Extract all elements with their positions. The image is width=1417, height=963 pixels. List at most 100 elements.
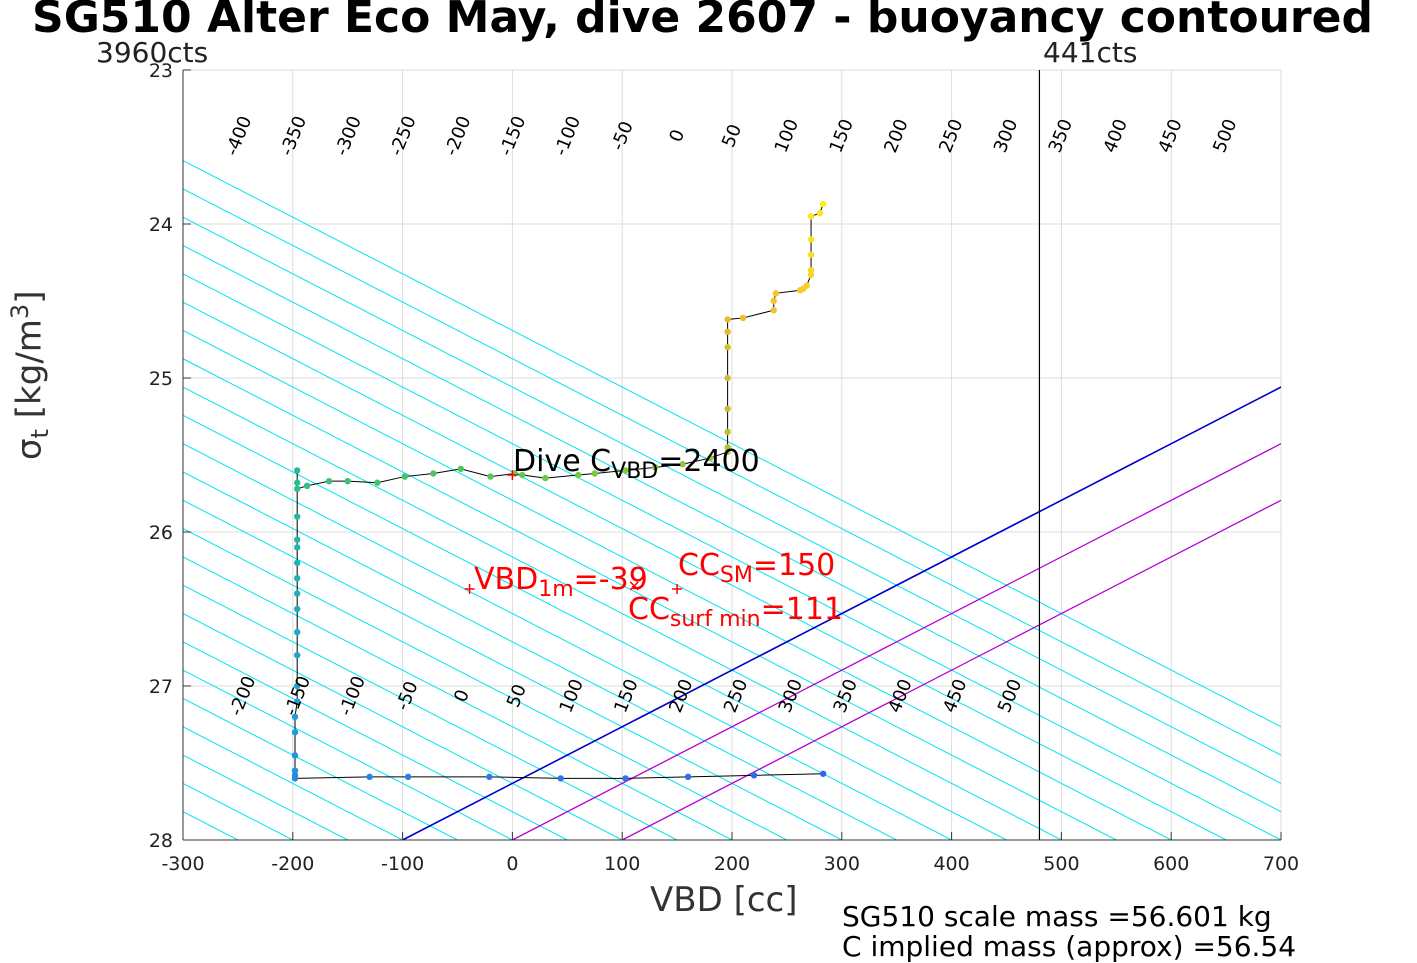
- data-point: [293, 575, 301, 582]
- data-point: [724, 405, 731, 412]
- x-tick-label: 400: [933, 853, 969, 875]
- buoyancy-contour-lines: [183, 70, 1281, 840]
- data-point: [457, 465, 464, 473]
- data-point: [739, 314, 747, 322]
- contour-line: [183, 188, 1281, 756]
- cc-sm-value: =150: [752, 548, 836, 583]
- cc-sm-annotation: CCSM=150: [678, 548, 835, 588]
- contour-line: [183, 697, 458, 840]
- right-counts-label: 441cts: [1043, 36, 1138, 69]
- data-point: [796, 287, 804, 294]
- y-label-unit: [kg/m: [9, 319, 50, 419]
- data-point: [293, 559, 301, 566]
- cc-surf-min-annotation: CCsurf min=111: [628, 592, 843, 632]
- data-point: [291, 729, 299, 736]
- data-point: [819, 200, 827, 208]
- data-point: [366, 773, 373, 781]
- vbd-1m-sub: 1m: [538, 577, 574, 602]
- data-point: [816, 210, 824, 217]
- data-point: [807, 267, 815, 274]
- y-axis-label: σt [kg/m3]: [6, 291, 54, 460]
- data-point: [724, 428, 731, 436]
- y-tick-label: 28: [149, 830, 173, 852]
- y-tick-label: 26: [149, 522, 173, 544]
- vbd-1m-annotation: VBD1m=-39: [474, 562, 648, 602]
- data-point: [557, 775, 564, 782]
- data-point: [542, 474, 549, 482]
- x-tick-label: -100: [381, 853, 424, 875]
- contour-line: [183, 301, 1227, 840]
- x-tick-label: 200: [714, 853, 750, 875]
- data-point: [430, 470, 437, 477]
- data-point: [487, 473, 494, 480]
- data-point: [291, 752, 299, 759]
- data-point: [291, 775, 299, 782]
- data-point: [770, 297, 777, 305]
- sm-contour-line: [512, 442, 1281, 840]
- data-point: [519, 471, 526, 479]
- data-point: [575, 471, 582, 479]
- data-point: [293, 682, 301, 690]
- contour-line: [183, 612, 623, 840]
- scale-mass-text: SG510 scale mass =56.601 kg: [842, 900, 1272, 933]
- y-tick-label: 25: [149, 368, 173, 390]
- data-point: [679, 461, 686, 468]
- dive-c-vbd-annotation: Dive CVBD=2400: [513, 444, 760, 484]
- data-point: [293, 485, 301, 493]
- dive-c-prefix: Dive C: [513, 444, 612, 479]
- data-point: [807, 251, 815, 258]
- data-point: [293, 605, 301, 613]
- data-point: [293, 479, 301, 486]
- data-point: [293, 513, 301, 520]
- left-counts-label: 3960cts: [96, 36, 209, 69]
- data-point: [293, 467, 301, 474]
- y-label-sigma: σ: [9, 438, 50, 460]
- y-label-sub: t: [26, 429, 55, 439]
- contour-line: [183, 216, 1281, 784]
- cc-surf-min-prefix: CC: [628, 592, 670, 627]
- x-tick-label: 0: [506, 853, 518, 875]
- x-tick-label: -300: [161, 853, 204, 875]
- contour-line: [183, 556, 733, 840]
- data-point: [293, 536, 301, 543]
- contour-line: [183, 669, 513, 840]
- data-point: [303, 482, 311, 489]
- contour-line: [183, 499, 843, 840]
- contour-line: [183, 160, 1281, 728]
- data-point: [293, 628, 301, 636]
- data-point: [807, 271, 815, 279]
- data-point: [293, 590, 301, 597]
- data-point: [724, 448, 731, 456]
- contour-line: [183, 584, 678, 840]
- x-tick-label: 600: [1153, 853, 1189, 875]
- data-point: [772, 290, 780, 297]
- contour-line: [183, 443, 952, 840]
- data-point: [622, 467, 629, 474]
- cc-surf-min-marker-b: [629, 581, 639, 591]
- data-point: [591, 470, 598, 477]
- contour-line: [183, 358, 1117, 840]
- sm-contour-line: [621, 499, 1281, 840]
- data-point: [344, 477, 351, 485]
- data-point: [724, 328, 731, 335]
- dive-c-sub: VBD: [611, 459, 659, 484]
- grid-lines: [182, 69, 1282, 841]
- data-point: [291, 713, 299, 720]
- data-point: [750, 772, 758, 779]
- data-series: [291, 200, 827, 782]
- contour-line: [183, 528, 788, 840]
- data-point: [819, 770, 827, 777]
- vbd-1m-value: =-39: [573, 562, 648, 597]
- x-tick-label: -200: [271, 853, 314, 875]
- x-tick-label: 700: [1263, 853, 1299, 875]
- data-point: [325, 477, 333, 485]
- x-tick-label: 300: [824, 853, 860, 875]
- zero-buoyancy-line: [402, 386, 1281, 840]
- contour-line: [183, 273, 1281, 840]
- data-point: [651, 464, 659, 471]
- data-point: [724, 374, 731, 382]
- y-tick-label: 23: [149, 60, 173, 82]
- y-tick-label: 27: [149, 676, 173, 698]
- data-point: [724, 444, 731, 451]
- contour-line: [183, 641, 568, 840]
